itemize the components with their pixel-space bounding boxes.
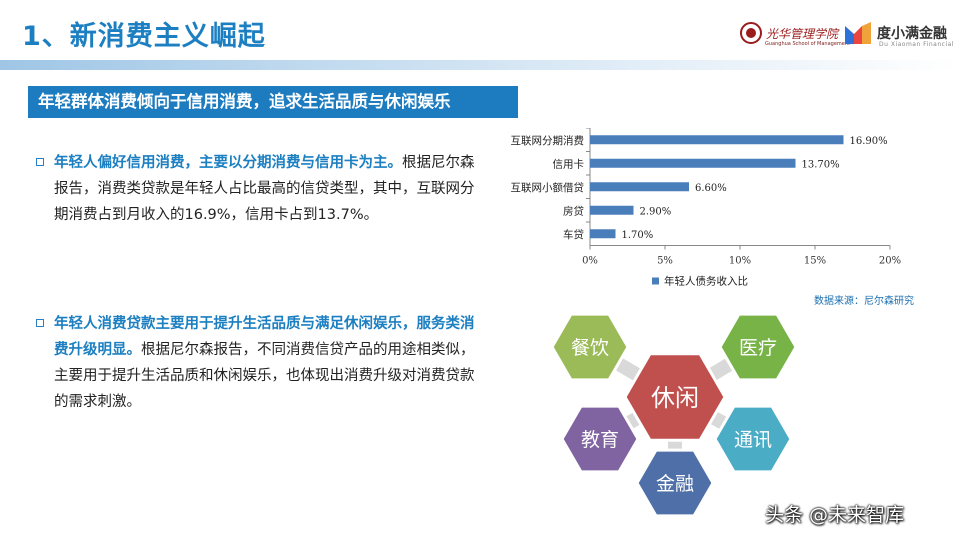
seal-icon bbox=[740, 22, 762, 44]
guanghua-logo-script: 光华管理学院 bbox=[766, 26, 839, 41]
x-tick-label: 15% bbox=[804, 256, 826, 267]
x-tick-label: 20% bbox=[879, 256, 901, 267]
section-subtitle: 年轻群体消费倾向于信用消费，追求生活品质与休闲娱乐 bbox=[28, 86, 518, 118]
hexagon-item bbox=[718, 312, 798, 382]
y-category-label: 互联网分期消费 bbox=[511, 134, 585, 147]
bar bbox=[590, 205, 634, 215]
square-bullet-icon bbox=[36, 158, 44, 166]
square-bullet-icon bbox=[36, 319, 44, 327]
bar-value-label: 6.60% bbox=[695, 183, 727, 194]
legend-swatch bbox=[652, 277, 659, 285]
y-category-label: 互联网小额借贷 bbox=[511, 181, 585, 194]
bar-value-label: 13.70% bbox=[802, 159, 840, 170]
bullet-point-1: 年轻人偏好信用消费，主要以分期消费与信用卡为主。根据尼尔森报告，消费类贷款是年轻… bbox=[36, 150, 476, 228]
hexagon-center bbox=[623, 352, 727, 442]
duxiaoman-logo-subtext: Du Xiaoman Financial bbox=[879, 41, 954, 48]
x-tick-label: 5% bbox=[657, 256, 673, 267]
bar bbox=[590, 135, 844, 145]
bullet-2-highlight: 年轻人消费贷款主要用于提升生活品质与满足休闲娱乐，服务类消费升级明显。 bbox=[54, 316, 475, 358]
page-title: 1、新消费主义崛起 bbox=[22, 21, 266, 52]
hexagon-item-label: 通讯 bbox=[734, 429, 772, 451]
watermark: 头条 @未来智库 bbox=[765, 504, 905, 526]
x-tick-label: 10% bbox=[729, 256, 751, 267]
bullet-point-2: 年轻人消费贷款主要用于提升生活品质与满足休闲娱乐，服务类消费升级明显。根据尼尔森… bbox=[36, 311, 476, 415]
hexagon-item-label: 餐饮 bbox=[571, 337, 609, 359]
duxiaoman-logo: 度小满金融 bbox=[845, 22, 947, 44]
y-category-label: 车贷 bbox=[563, 228, 584, 241]
bullet-2-text: 根据尼尔森报告，不同消费信贷产品的用途相类似，主要用于提升生活品质和休闲娱乐，也… bbox=[54, 342, 475, 410]
hexagon-item bbox=[635, 448, 715, 518]
guanghua-logo-subtext: Guanghua School of Management bbox=[765, 41, 850, 47]
bar bbox=[590, 182, 689, 192]
y-category-label: 信用卡 bbox=[553, 157, 585, 170]
hexagon-item bbox=[560, 404, 640, 474]
hexagon-item-label: 金融 bbox=[656, 473, 694, 495]
x-tick-label: 0% bbox=[582, 256, 598, 267]
duxiaoman-mark-icon bbox=[845, 22, 871, 44]
bar-value-label: 16.90% bbox=[850, 136, 888, 147]
bar-value-label: 1.70% bbox=[622, 230, 654, 241]
bar bbox=[590, 229, 616, 239]
hexagon-item bbox=[713, 404, 793, 474]
duxiaoman-logo-text: 度小满金融 bbox=[877, 26, 947, 42]
title-underline-bar bbox=[0, 60, 960, 70]
bar bbox=[590, 158, 796, 168]
debt-income-bar-chart: 0% 5% 10% 15% 20% 互联网分期消费 16.90% 信用卡 13.70% 互联网小额… bbox=[511, 128, 901, 288]
hexagon-center-label: 休闲 bbox=[651, 384, 699, 412]
bullet-1-text: 根据尼尔森报告，消费类贷款是年轻人占比最高的信贷类型，其中，互联网分期消费占到月… bbox=[54, 155, 475, 223]
hexagon-item bbox=[550, 312, 630, 382]
legend-label: 年轻人债务收入比 bbox=[664, 275, 748, 288]
y-category-label: 房贷 bbox=[563, 204, 584, 217]
bullet-1-highlight: 年轻人偏好信用消费，主要以分期消费与信用卡为主。 bbox=[54, 155, 402, 171]
hexagon-item-label: 医疗 bbox=[739, 337, 777, 359]
hexagon-item-label: 教育 bbox=[581, 429, 619, 451]
bar-value-label: 2.90% bbox=[640, 206, 672, 217]
data-source-note: 数据来源：尼尔森研究 bbox=[814, 296, 914, 307]
guanghua-logo: 光华管理学院 bbox=[740, 22, 838, 44]
